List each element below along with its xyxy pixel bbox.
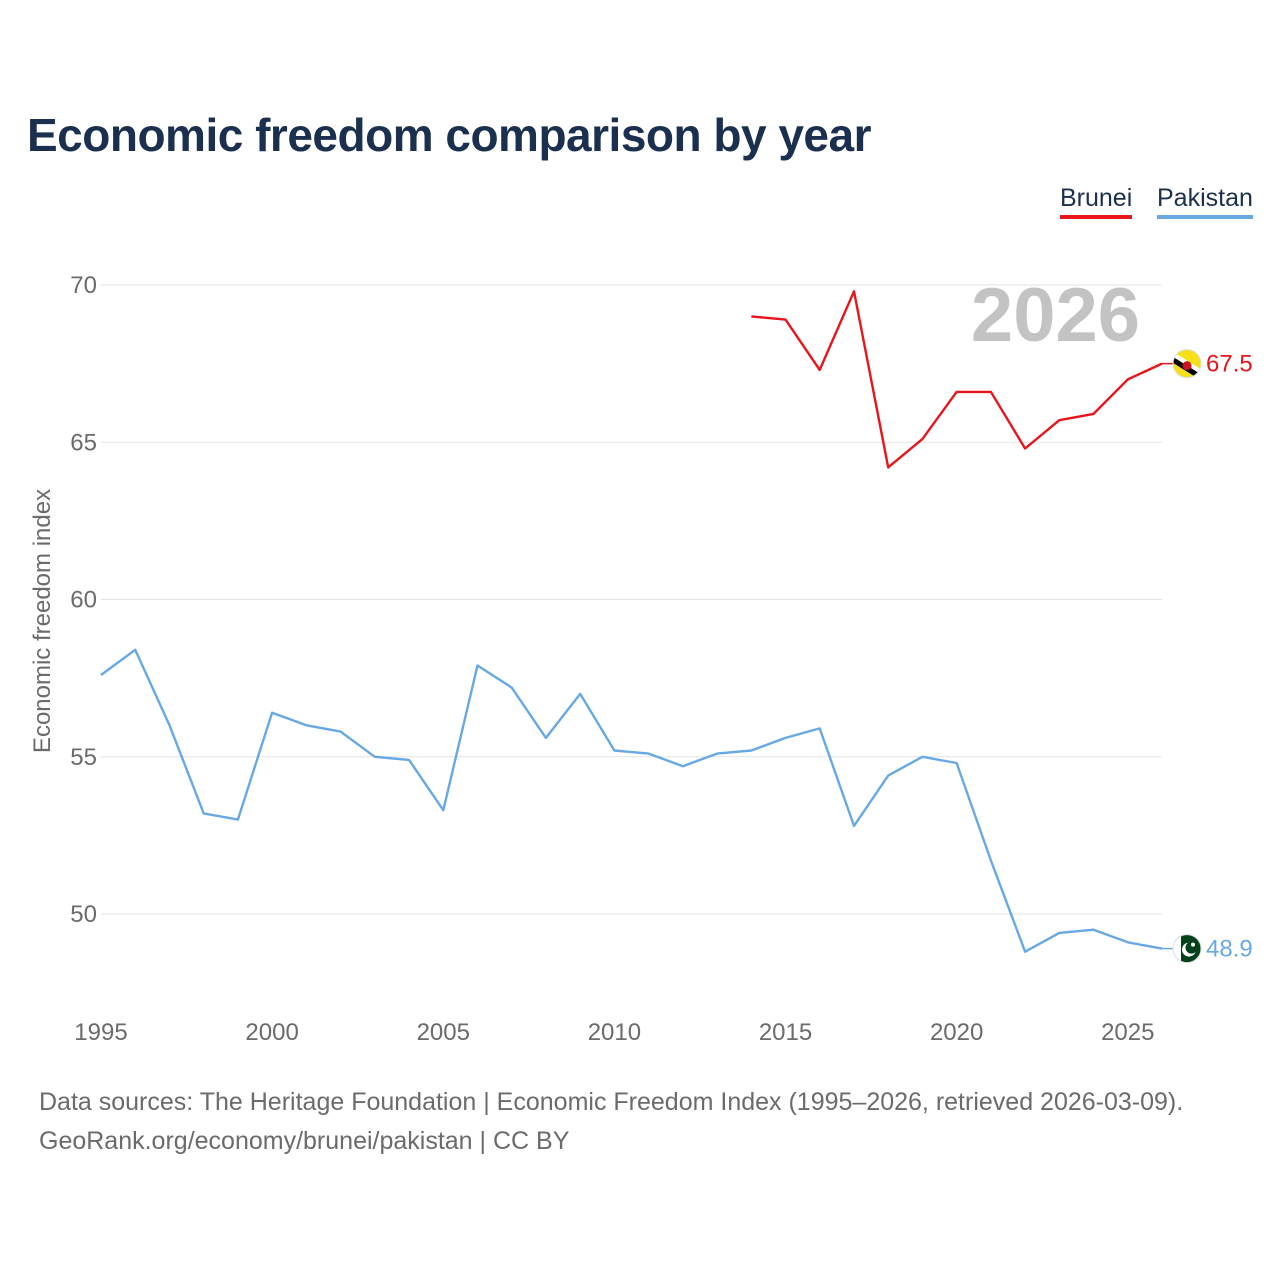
data-point-pakistan[interactable] xyxy=(336,727,346,737)
x-tick-label: 2020 xyxy=(930,1019,983,1046)
data-point-pakistan[interactable] xyxy=(678,761,688,771)
data-point-pakistan[interactable] xyxy=(746,745,756,755)
data-point-pakistan[interactable] xyxy=(267,708,277,718)
data-point-pakistan[interactable] xyxy=(404,755,414,765)
data-point-pakistan[interactable] xyxy=(917,752,927,762)
data-point-pakistan[interactable] xyxy=(164,720,174,730)
data-point-brunei[interactable] xyxy=(1054,415,1064,425)
x-tick-label: 2015 xyxy=(759,1019,812,1046)
data-point-pakistan[interactable] xyxy=(472,661,482,671)
series-line-brunei[interactable] xyxy=(751,290,1163,469)
x-tick-label: 2025 xyxy=(1101,1019,1154,1046)
pakistan-flag-icon xyxy=(1172,934,1202,964)
y-tick-label: 65 xyxy=(70,429,97,456)
data-point-brunei[interactable] xyxy=(917,434,927,444)
data-point-pakistan[interactable] xyxy=(815,723,825,733)
data-point-pakistan[interactable] xyxy=(541,733,551,743)
data-point-brunei[interactable] xyxy=(781,315,791,325)
x-tick-label: 1995 xyxy=(74,1019,127,1046)
data-point-pakistan[interactable] xyxy=(370,752,380,762)
data-point-pakistan[interactable] xyxy=(1020,947,1030,957)
data-point-pakistan[interactable] xyxy=(712,749,722,759)
data-point-brunei[interactable] xyxy=(746,311,756,321)
y-axis-label: Economic freedom index xyxy=(29,489,56,753)
data-point-pakistan[interactable] xyxy=(781,733,791,743)
brunei-flag-icon xyxy=(1172,349,1202,379)
year-watermark: 2026 xyxy=(971,273,1140,358)
data-point-pakistan[interactable] xyxy=(1054,928,1064,938)
x-tick-label: 2000 xyxy=(245,1019,298,1046)
data-point-pakistan[interactable] xyxy=(952,758,962,768)
data-point-pakistan[interactable] xyxy=(507,683,517,693)
data-point-pakistan[interactable] xyxy=(199,808,209,818)
data-point-brunei[interactable] xyxy=(1020,444,1030,454)
legend-item-pakistan[interactable]: Pakistan xyxy=(1157,184,1253,219)
data-point-brunei[interactable] xyxy=(815,365,825,375)
y-axis: 50 55 60 65 70 xyxy=(70,272,97,928)
data-point-pakistan[interactable] xyxy=(609,745,619,755)
chart-title: Economic freedom comparison by year xyxy=(27,109,872,161)
data-point-pakistan[interactable] xyxy=(1123,937,1133,947)
grid-layer xyxy=(101,284,1162,915)
y-tick-label: 70 xyxy=(70,272,97,299)
data-point-brunei[interactable] xyxy=(1089,409,1099,419)
series-line-pakistan[interactable] xyxy=(100,648,1163,953)
series-layer xyxy=(96,286,1163,957)
data-point-pakistan[interactable] xyxy=(438,805,448,815)
x-tick-label: 2010 xyxy=(588,1019,641,1046)
y-tick-label: 55 xyxy=(70,744,97,771)
data-point-pakistan[interactable] xyxy=(96,670,106,680)
data-point-pakistan[interactable] xyxy=(986,856,996,866)
x-tick-label: 2005 xyxy=(417,1019,470,1046)
data-point-brunei[interactable] xyxy=(952,387,962,397)
end-value-label-pakistan: 48.9 xyxy=(1206,936,1253,963)
data-point-pakistan[interactable] xyxy=(644,749,654,759)
data-point-brunei[interactable] xyxy=(1123,374,1133,384)
data-point-pakistan[interactable] xyxy=(1089,925,1099,935)
end-value-label-brunei: 67.5 xyxy=(1206,351,1253,378)
data-point-brunei[interactable] xyxy=(986,387,996,397)
credit-link[interactable]: GeoRank.org/economy/brunei/pakistan | CC… xyxy=(39,1127,570,1155)
y-tick-label: 60 xyxy=(70,587,97,614)
data-point-pakistan[interactable] xyxy=(883,771,893,781)
data-point-pakistan[interactable] xyxy=(301,720,311,730)
data-source-note: Data sources: The Heritage Foundation | … xyxy=(39,1088,1184,1116)
x-axis: 1995 2000 2005 2010 2015 2020 2025 xyxy=(74,1019,1154,1046)
data-point-pakistan[interactable] xyxy=(130,645,140,655)
data-point-brunei[interactable] xyxy=(849,286,859,296)
data-point-pakistan[interactable] xyxy=(575,689,585,699)
data-point-pakistan[interactable] xyxy=(233,815,243,825)
end-markers: 67.5 48.9 xyxy=(1162,349,1253,964)
legend-item-brunei[interactable]: Brunei xyxy=(1060,184,1133,219)
y-tick-label: 50 xyxy=(70,901,97,928)
data-point-pakistan[interactable] xyxy=(849,821,859,831)
data-point-brunei[interactable] xyxy=(883,462,893,472)
